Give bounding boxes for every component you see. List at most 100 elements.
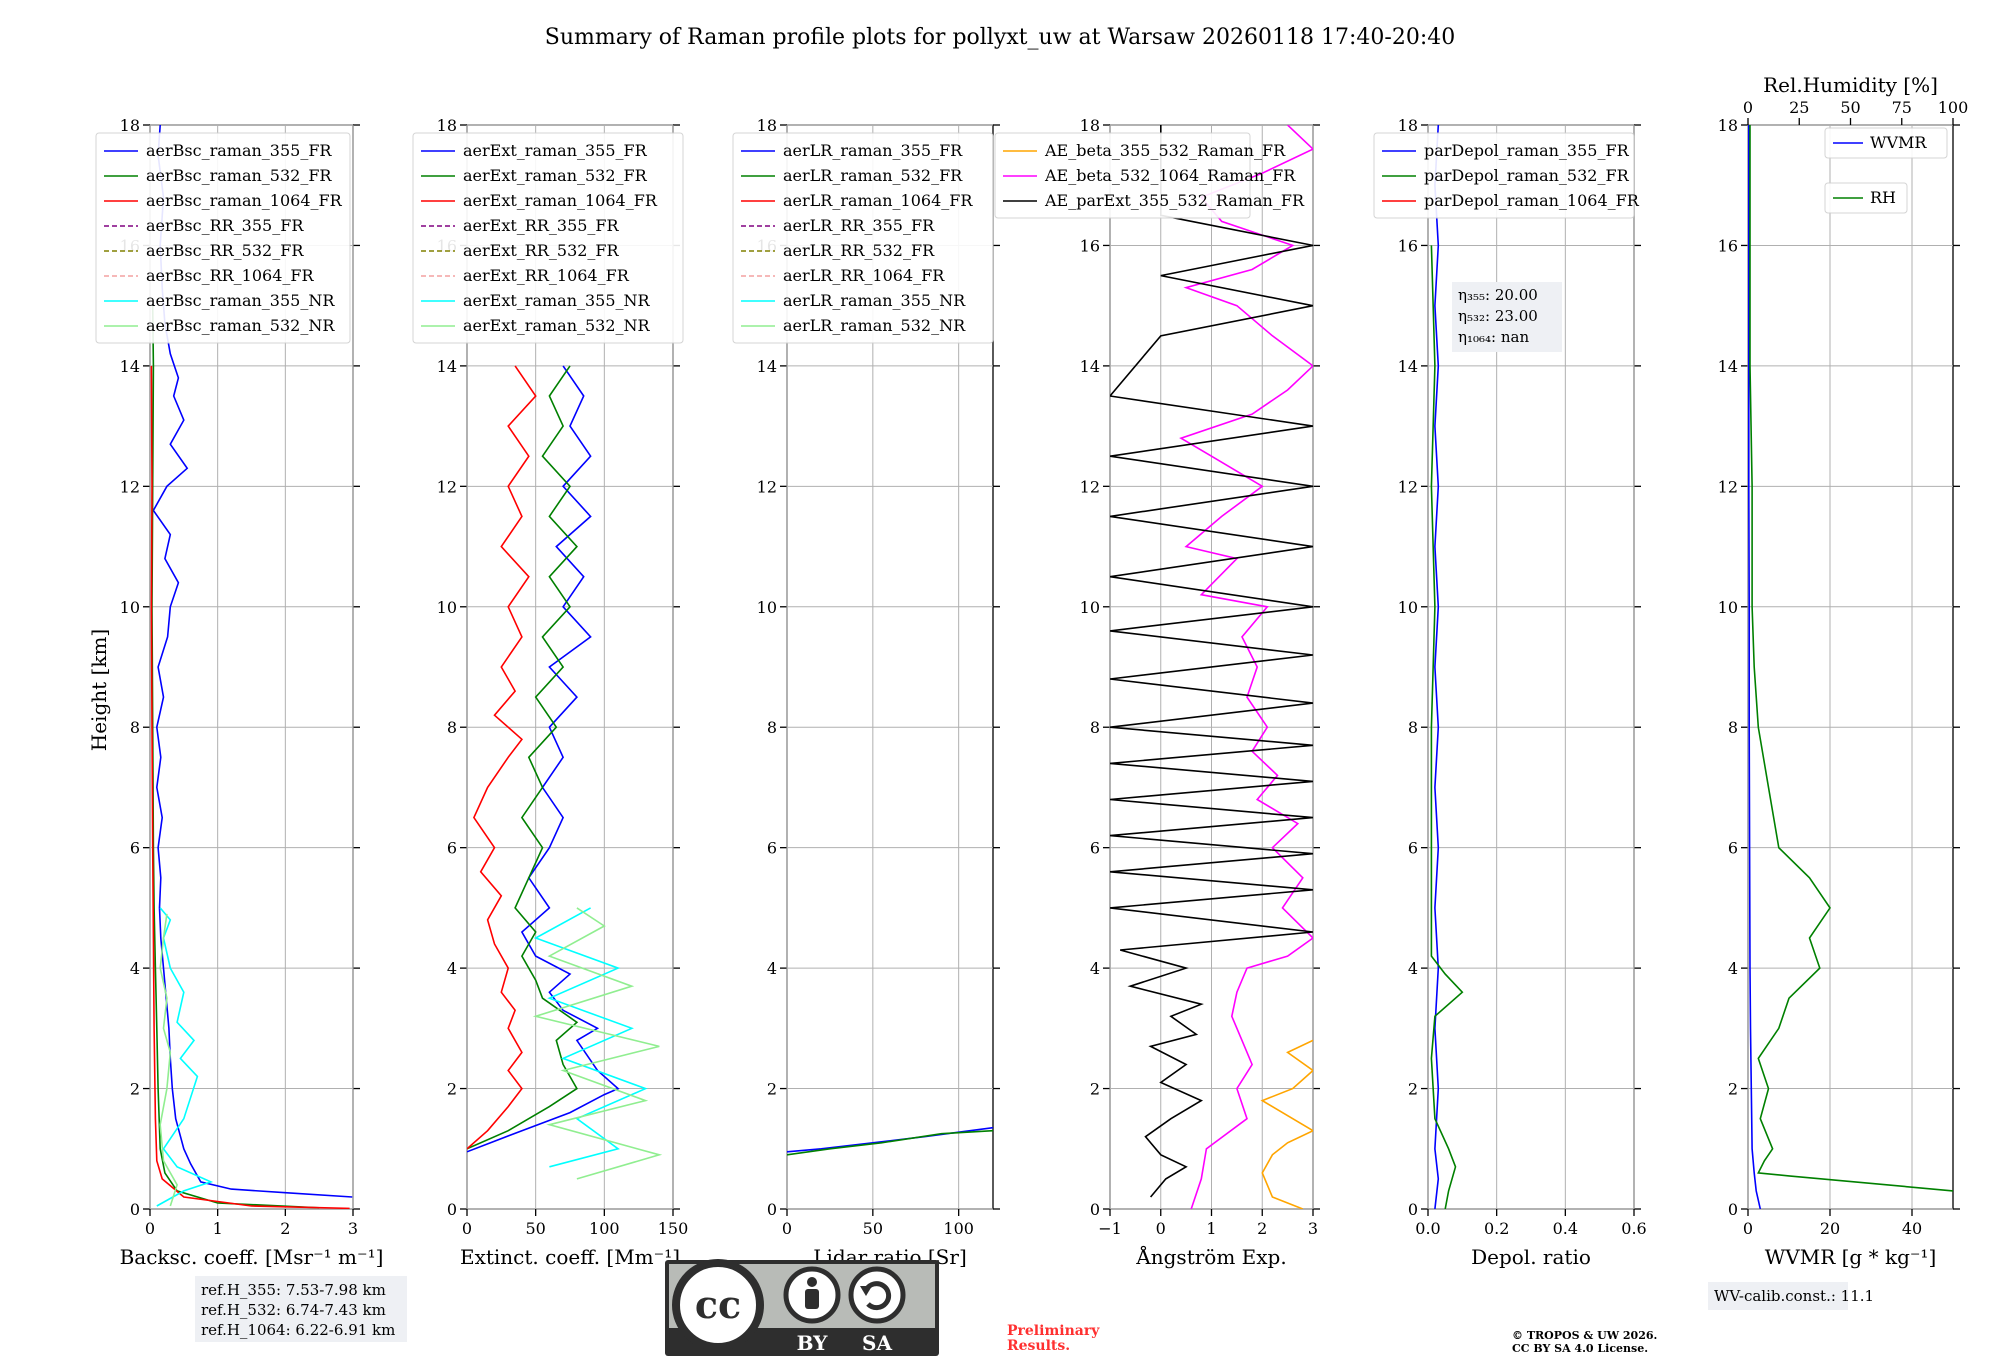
extinction-ytick-label: 10: [437, 598, 457, 617]
depolarization-legend: parDepol_raman_355_FR parDepol_raman_532_…: [1373, 132, 1640, 219]
depolarization-ytick-label: 10: [1398, 598, 1418, 617]
backscatter-ytick-label: 2: [130, 1080, 140, 1099]
extinction-ytick-label: 6: [447, 839, 457, 858]
legend-label: RH: [1870, 188, 1896, 207]
legend-label: aerBsc_RR_355_FR: [146, 216, 304, 235]
angstrom-ytick-label: 10: [1080, 598, 1100, 617]
legend-label: AE_parExt_355_532_Raman_FR: [1044, 191, 1305, 210]
sa-share-alike-icon: [848, 1266, 906, 1324]
ref-height-355: ref.H_355: 7.53-7.98 km: [201, 1281, 386, 1299]
water_vapor-ytick-label: 0: [1728, 1200, 1738, 1219]
series-aerExt_raman_532_FR: [467, 365, 579, 1150]
rh-top-tick-label: 75: [1892, 98, 1912, 117]
extinction-xtick-label: 50: [525, 1219, 545, 1238]
panel-backscatter: 0246810121416180123Backsc. coeff. [Msr⁻¹…: [95, 116, 383, 1269]
series-aerLR_raman_532_FR: [787, 1129, 993, 1156]
legend-box: [95, 132, 351, 344]
legend-box: [994, 132, 1251, 219]
backscatter-ytick-label: 0: [130, 1200, 140, 1219]
depolarization-ytick-label: 0: [1408, 1200, 1418, 1219]
legend-label: aerBsc_raman_1064_FR: [146, 191, 343, 210]
series-parDepol_raman_355_FR: [1434, 125, 1440, 1209]
lidar_ratio-ytick-label: 6: [767, 839, 777, 858]
eta-line: η₅₃₂: 23.00: [1458, 307, 1538, 325]
angstrom-ytick-label: 8: [1090, 718, 1100, 737]
legend-wvmr: WVMR: [1824, 127, 1948, 159]
water_vapor-xtick-label: 20: [1820, 1219, 1840, 1238]
angstrom-ytick-label: 0: [1090, 1200, 1100, 1219]
series-aerExt_raman_532_NR: [532, 907, 663, 1180]
water_vapor-frame: [1747, 124, 1954, 1210]
extinction-ytick-label: 12: [437, 477, 457, 496]
angstrom-ytick-label: 12: [1080, 477, 1100, 496]
lidar_ratio-ytick-label: 12: [757, 477, 777, 496]
ref-height-532: ref.H_532: 6.74-7.43 km: [201, 1301, 386, 1319]
backscatter-xtick-label: 2: [280, 1219, 290, 1238]
legend-label: parDepol_raman_532_FR: [1424, 166, 1630, 185]
depolarization-xtick-label: 0.0: [1415, 1219, 1440, 1238]
angstrom-xtick-label: 0: [1156, 1219, 1166, 1238]
backscatter-ytick-label: 6: [130, 839, 140, 858]
angstrom-xtick-label: 3: [1308, 1219, 1318, 1238]
legend-label: aerExt_raman_532_FR: [463, 166, 648, 185]
legend-label: WVMR: [1870, 133, 1927, 152]
lidar_ratio-series-group: [787, 1126, 993, 1156]
copyright-line1: © TROPOS & UW 2026.: [1512, 1329, 1657, 1342]
lidar_ratio-ytick-label: 10: [757, 598, 777, 617]
series-aerExt_raman_1064_FR: [467, 365, 537, 1150]
legend-label: aerExt_RR_355_FR: [463, 216, 620, 235]
legend-label: aerBsc_raman_355_FR: [146, 141, 332, 160]
angstrom-ytick-label: 14: [1080, 357, 1100, 376]
legend-label: aerLR_raman_1064_FR: [783, 191, 973, 210]
legend-label: aerExt_raman_1064_FR: [463, 191, 658, 210]
water_vapor-ytick-label: 2: [1728, 1080, 1738, 1099]
series-aerBsc_raman_1064_FR: [150, 365, 350, 1209]
depolarization-ytick-label: 4: [1408, 959, 1418, 978]
series-aerBsc_raman_532_NR: [159, 913, 178, 1207]
legend-label: aerBsc_raman_532_NR: [146, 316, 335, 335]
rh-top-tick-label: 0: [1743, 98, 1753, 117]
lidar_ratio-xtick-label: 50: [863, 1219, 883, 1238]
legend-box: [732, 132, 994, 344]
preliminary-note-line2: Results.: [1007, 1338, 1070, 1354]
wv-calib-box: WV-calib.const.: 11.1: [1708, 1282, 1874, 1310]
lidar_ratio-xtick-label: 100: [943, 1219, 974, 1238]
panel-lidar_ratio: 024681012141618050100Lidar ratio [Sr]aer…: [732, 116, 1000, 1269]
extinction-legend: aerExt_raman_355_FR aerExt_raman_532_FRae…: [412, 132, 684, 344]
extinction-xtick-label: 0: [462, 1219, 472, 1238]
legend-box: [1824, 182, 1908, 214]
backscatter-legend: aerBsc_raman_355_FR aerBsc_raman_532_FRae…: [95, 132, 351, 344]
depolarization-series-group: [1430, 125, 1464, 1209]
lidar_ratio-ytick-label: 8: [767, 718, 777, 737]
legend-label: aerExt_RR_532_FR: [463, 241, 620, 260]
angstrom-series-group: [1110, 125, 1313, 1209]
backscatter-xtick-label: 1: [213, 1219, 223, 1238]
angstrom-ytick-label: 16: [1080, 236, 1100, 255]
legend-box: [1824, 127, 1948, 159]
angstrom-legend: AE_beta_355_532_Raman_FR AE_beta_532_1064…: [994, 132, 1305, 219]
legend-label: aerExt_raman_355_FR: [463, 141, 648, 160]
angstrom-ytick-label: 2: [1090, 1080, 1100, 1099]
series-AE_beta_532_1064_Raman_FR: [1179, 125, 1313, 1209]
rh-top-axis-label: Rel.Humidity [%]: [1763, 73, 1938, 97]
depolarization-xtick-label: 0.2: [1484, 1219, 1509, 1238]
rh-top-tick-label: 50: [1840, 98, 1860, 117]
legend-label: aerLR_raman_532_NR: [783, 316, 966, 335]
series-aerExt_raman_355_NR: [533, 907, 648, 1168]
extinction-ytick-label: 0: [447, 1200, 457, 1219]
backscatter-series-group: [150, 125, 353, 1209]
y-axis-label: Height [km]: [87, 629, 111, 751]
series-aerBsc_raman_355_NR: [156, 907, 214, 1207]
water_vapor-ytick-label: 4: [1728, 959, 1738, 978]
series-aerBsc_raman_355_FR: [152, 125, 353, 1198]
series-aerExt_raman_355_FR: [467, 365, 620, 1153]
water_vapor-ytick-label: 8: [1728, 718, 1738, 737]
legend-box: [1373, 132, 1635, 219]
extinction-xtick-label: 150: [658, 1219, 689, 1238]
backscatter-ytick-label: 8: [130, 718, 140, 737]
legend-label: aerBsc_RR_532_FR: [146, 241, 304, 260]
water_vapor-ytick-label: 14: [1718, 357, 1738, 376]
copyright-line2: CC BY SA 4.0 License.: [1512, 1342, 1648, 1355]
